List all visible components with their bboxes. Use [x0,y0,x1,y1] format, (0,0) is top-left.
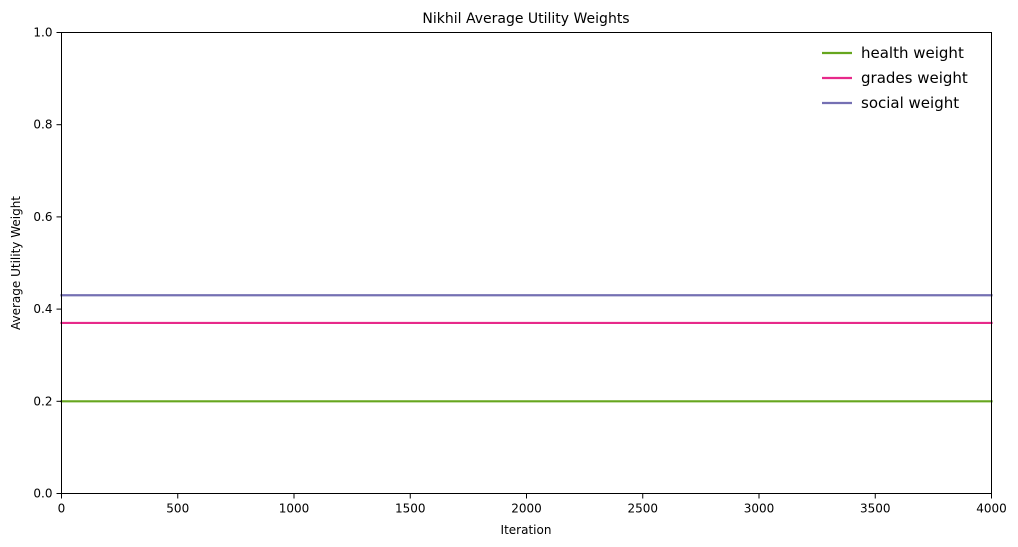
chart-title: Nikhil Average Utility Weights [422,11,629,27]
y-tick-label: 0.6 [33,210,52,224]
series-layer [60,294,993,403]
x-tick-label: 2000 [511,502,542,516]
y-tick-label: 0.2 [33,394,52,408]
y-tick-label: 0.0 [33,487,52,501]
legend-label-grades-weight: grades weight [861,69,968,87]
y-tick-label: 0.4 [33,302,52,316]
plot-area-frame [61,32,992,494]
y-axis: 0.0 0.2 0.4 0.6 0.8 1.0 [33,26,62,501]
x-tick-label: 0 [58,502,66,516]
x-tick-label: 1000 [279,502,310,516]
x-tick-label: 3000 [744,502,775,516]
x-tick-label: 500 [166,502,189,516]
legend-label-health-weight: health weight [861,44,964,62]
x-tick-label: 3500 [860,502,891,516]
x-tick-label: 4000 [976,502,1007,516]
y-axis-label: Average Utility Weight [9,196,23,330]
x-tick-label: 1500 [395,502,426,516]
x-tick-label: 2500 [627,502,658,516]
legend: health weight grades weight social weight [822,44,968,112]
legend-label-social-weight: social weight [861,94,959,112]
y-tick-label: 0.8 [33,118,52,132]
y-tick-label: 1.0 [33,26,52,40]
x-axis-label: Iteration [501,523,552,537]
x-axis: 0 500 1000 1500 2000 2500 3000 3500 4000 [58,493,1007,516]
